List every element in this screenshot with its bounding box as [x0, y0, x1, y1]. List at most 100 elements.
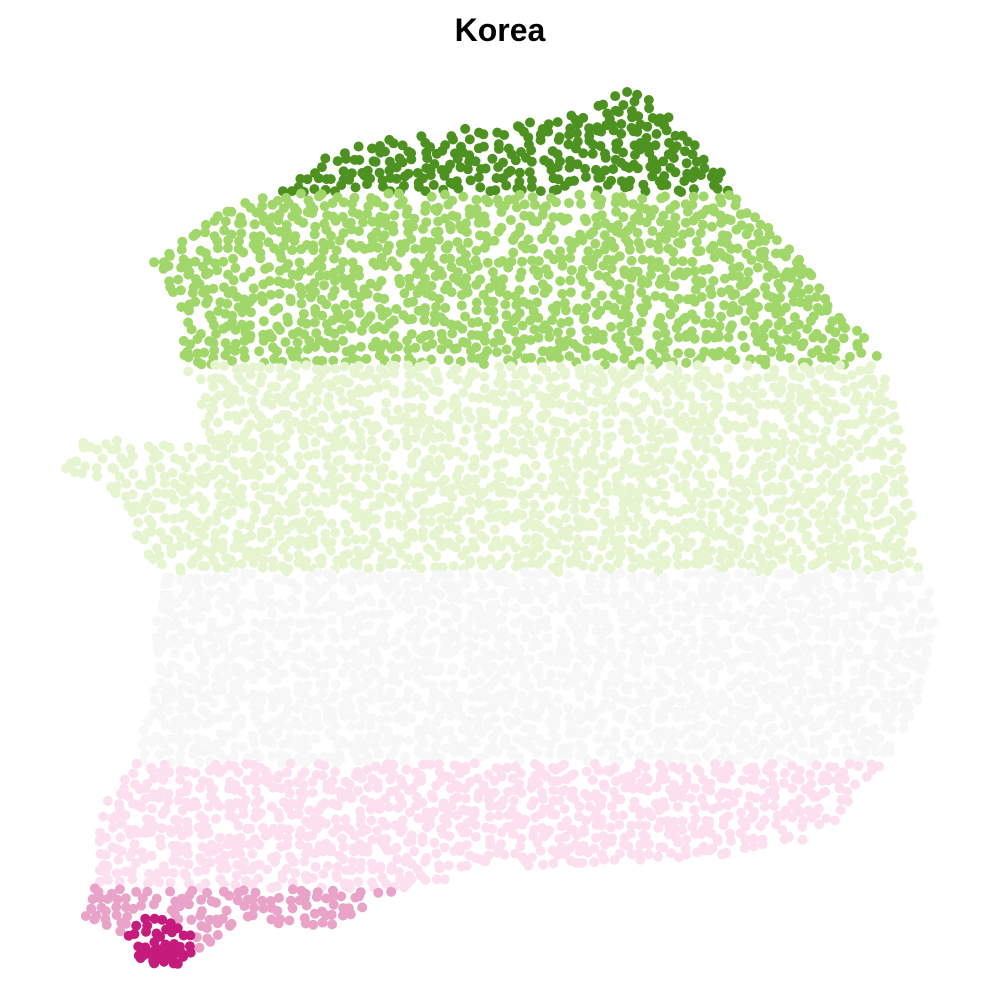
map-dot — [660, 264, 671, 275]
map-dot — [471, 342, 482, 353]
map-dot — [391, 510, 402, 521]
map-dot — [844, 639, 854, 650]
map-dot — [689, 296, 700, 307]
map-dot — [615, 470, 626, 481]
map-dot — [541, 622, 552, 633]
map-dot — [546, 485, 557, 496]
map-dot — [606, 431, 617, 442]
map-dot — [254, 649, 265, 660]
map-dot — [462, 164, 473, 175]
map-dot — [867, 765, 877, 776]
map-dot — [887, 639, 898, 650]
map-dot — [354, 450, 364, 461]
map-dot — [254, 346, 265, 357]
map-dot — [328, 355, 339, 366]
map-dot — [595, 172, 606, 183]
map-dot — [874, 504, 885, 515]
map-dot — [765, 539, 775, 550]
map-dot — [355, 491, 366, 501]
map-dot — [388, 226, 399, 237]
map-dot — [372, 422, 383, 433]
map-dot — [542, 633, 553, 644]
map-dot — [614, 378, 625, 389]
map-dot — [348, 711, 359, 722]
map-dot — [786, 446, 797, 456]
map-dot — [746, 255, 757, 265]
map-dot — [489, 676, 500, 687]
map-dot — [914, 622, 925, 633]
map-dot — [874, 680, 885, 691]
map-dot — [462, 378, 472, 389]
map-dot — [284, 721, 295, 732]
map-dot — [793, 695, 804, 706]
map-dot — [866, 415, 877, 426]
map-dot — [523, 469, 534, 480]
map-dot — [271, 674, 282, 685]
map-dot — [341, 536, 352, 547]
map-dot — [374, 499, 384, 510]
map-dot — [389, 594, 400, 605]
map-dot — [672, 522, 683, 533]
map-dot — [803, 284, 814, 295]
map-dot — [501, 702, 512, 713]
map-dot — [347, 441, 358, 452]
map-dot — [128, 469, 139, 480]
map-dot — [417, 647, 428, 658]
map-dot — [296, 424, 307, 435]
map-dot — [539, 288, 550, 299]
map-dot — [313, 173, 324, 184]
map-dot — [797, 738, 808, 749]
map-dot — [838, 333, 849, 344]
map-dot — [563, 316, 574, 327]
map-dot — [852, 325, 863, 336]
map-dot — [507, 488, 517, 499]
map-dot — [146, 764, 157, 775]
map-dot — [239, 648, 250, 659]
map-dot — [564, 741, 575, 752]
map-dot — [588, 593, 599, 604]
map-dot — [91, 463, 102, 474]
map-dot — [311, 708, 321, 719]
map-dot — [587, 644, 597, 655]
map-dot — [496, 614, 507, 624]
map-dot — [230, 324, 241, 335]
map-dot — [786, 272, 796, 283]
map-dot — [797, 609, 808, 620]
map-dot — [199, 668, 210, 679]
dot-band-1 — [277, 87, 733, 197]
map-dot — [501, 310, 512, 321]
map-dot — [365, 242, 376, 253]
map-dot — [888, 487, 899, 498]
map-dot — [524, 167, 535, 178]
map-dot — [811, 606, 822, 617]
map-dot — [682, 723, 693, 734]
map-dot — [372, 782, 383, 793]
map-dot — [929, 616, 939, 627]
map-dot — [377, 233, 388, 244]
map-dot — [274, 477, 285, 488]
map-dot — [533, 374, 544, 385]
map-dot — [168, 287, 179, 298]
map-dot — [732, 243, 743, 254]
map-dot — [316, 370, 327, 381]
map-dot — [425, 647, 435, 658]
map-dot — [391, 304, 402, 314]
map-dot — [310, 437, 321, 448]
map-dot — [824, 658, 835, 669]
map-dot — [451, 211, 462, 222]
map-dot — [676, 187, 687, 197]
map-dot — [505, 165, 516, 176]
map-dot — [388, 441, 399, 451]
map-dot — [425, 704, 436, 715]
map-dot — [615, 596, 626, 607]
map-dot — [577, 728, 588, 739]
map-dot — [245, 521, 255, 532]
map-dot — [343, 526, 354, 537]
map-dot — [642, 121, 653, 132]
map-dot — [317, 310, 328, 321]
map-dot — [498, 437, 509, 447]
map-dot — [611, 486, 622, 497]
map-dot — [391, 162, 402, 173]
map-dot — [433, 375, 444, 386]
map-dot — [300, 408, 311, 419]
